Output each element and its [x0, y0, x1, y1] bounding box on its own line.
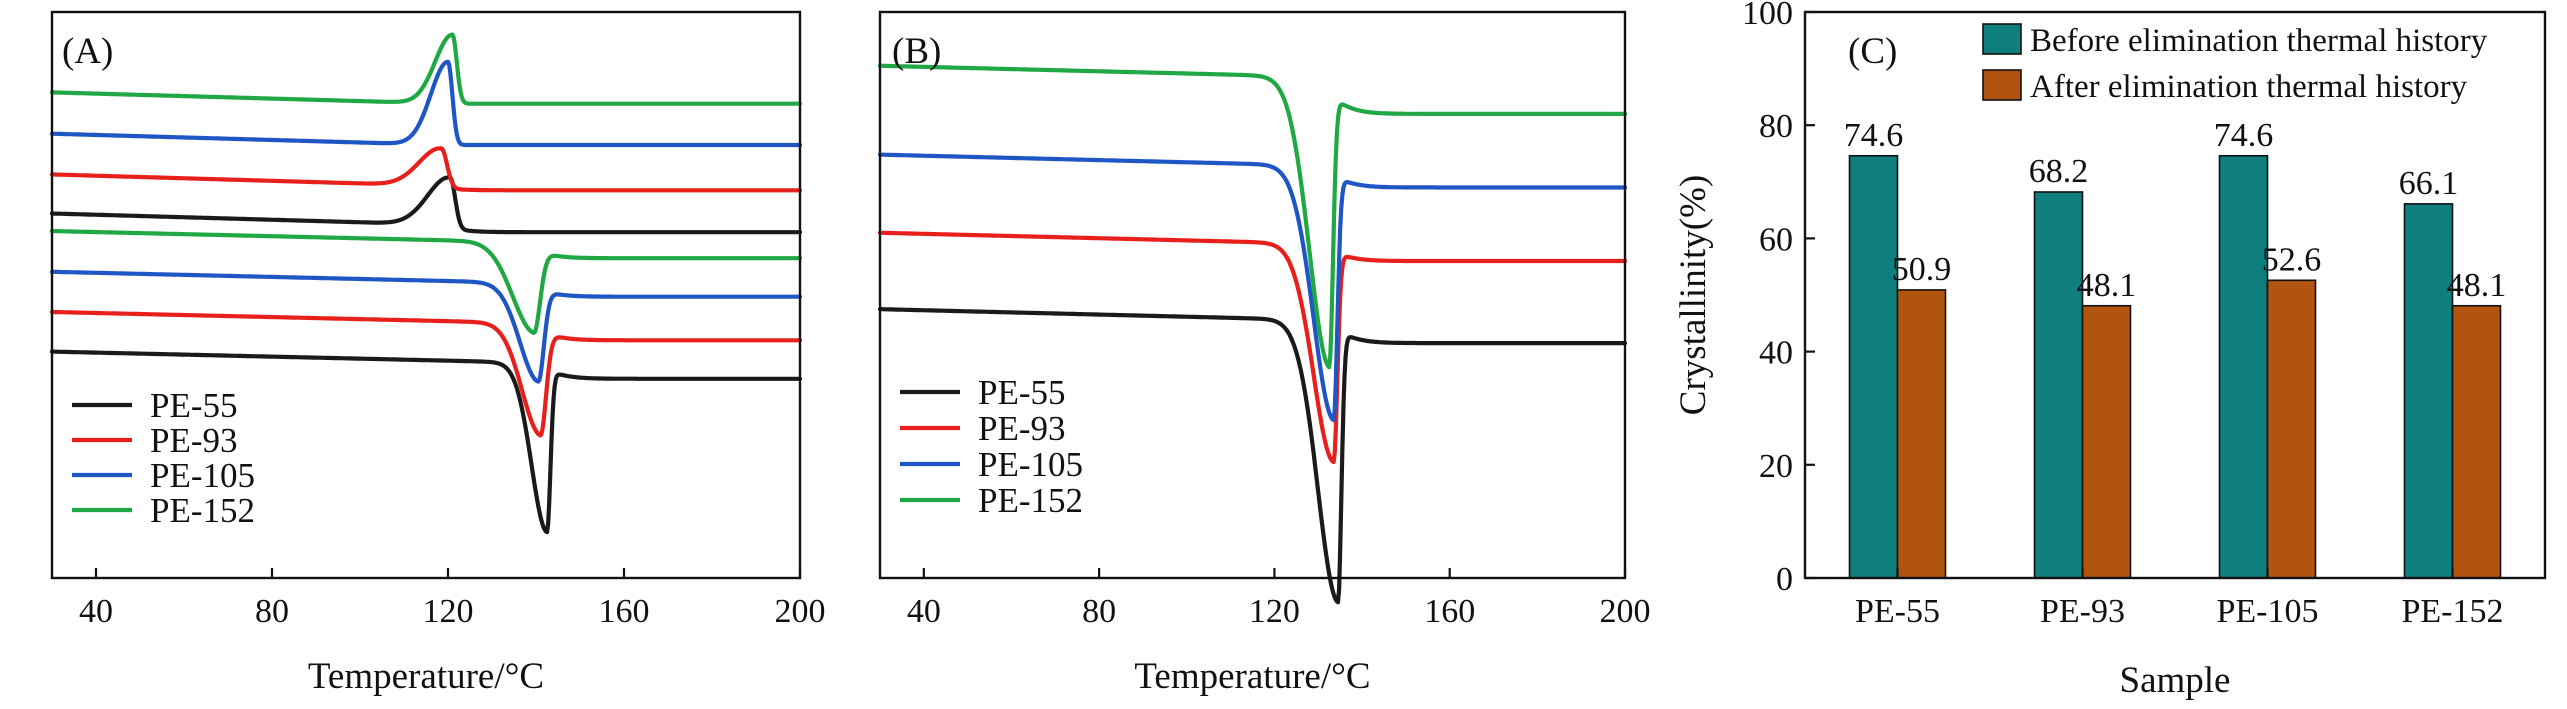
bar-pe-93-before [2033, 191, 2084, 579]
legend-label-pe-105: PE-105 [978, 445, 1083, 484]
x-tick-label: PE-105 [2217, 593, 2319, 630]
legend-label-before: Before elimination thermal history [2030, 23, 2488, 59]
curve-pe-55-heating [49, 349, 803, 535]
legend-swatch-after [1982, 69, 2022, 101]
bar-value-label: 74.6 [1844, 117, 1904, 154]
bar-value-label: 68.2 [2029, 153, 2089, 190]
x-axis-label: Temperature/°C [308, 656, 544, 697]
legend-swatch-before [1982, 23, 2022, 55]
curve-pe-93 [877, 230, 1628, 465]
y-tick-label: 100 [1742, 0, 1793, 32]
plot-frame [878, 10, 1627, 580]
panel-label: (A) [62, 31, 113, 72]
panel-c: 74.6 50.9 PE-55 68.2 48.1 PE-93 74.6 52.6 PE-105… [1673, 0, 2547, 701]
curve-pe-93-heating [49, 309, 803, 438]
legend-label-pe-93: PE-93 [978, 409, 1066, 448]
legend-label-after: After elimination thermal history [2030, 69, 2468, 105]
bar-pe-152-before [2403, 203, 2454, 579]
curve-pe-105 [877, 152, 1628, 423]
legend-label-pe-152: PE-152 [150, 491, 255, 530]
x-tick-label: PE-93 [2040, 593, 2125, 630]
x-tick-label: 40 [907, 593, 941, 630]
y-axis-label: Crystallinity(%) [1673, 175, 1714, 415]
x-tick-label: 120 [1249, 593, 1300, 630]
legend-label-pe-55: PE-55 [150, 386, 238, 425]
panel-label: (B) [892, 31, 941, 72]
bar-pe-105-after [2266, 279, 2317, 579]
x-tick-label: 200 [1600, 593, 1651, 630]
bar-pe-105-before [2218, 154, 2269, 579]
curve-pe-152 [877, 63, 1628, 370]
x-tick-label: 80 [255, 593, 289, 630]
bar-pe-93-after [2081, 304, 2132, 579]
bar-pe-152-after [2451, 304, 2502, 579]
bar-value-label: 74.6 [2214, 117, 2274, 154]
curve-pe-105-heating [49, 269, 803, 384]
x-tick-label: 120 [423, 593, 474, 630]
plot-frame [1803, 10, 2547, 580]
curve-pe-55-cooling [49, 175, 803, 235]
x-tick-label: PE-55 [1855, 593, 1940, 630]
plot-frame [50, 10, 802, 580]
x-tick-label: 160 [1424, 593, 1475, 630]
legend-label-pe-105: PE-105 [150, 456, 255, 495]
y-tick-label: 40 [1759, 335, 1793, 372]
bar-pe-55-before [1848, 154, 1899, 579]
x-tick-label: 200 [775, 593, 826, 630]
bar-value-label: 50.9 [1892, 251, 1952, 288]
y-tick-label: 60 [1759, 221, 1793, 258]
legend-label-pe-93: PE-93 [150, 421, 238, 460]
bar-value-label: 48.1 [2447, 267, 2507, 304]
x-tick-label: 160 [599, 593, 650, 630]
x-axis-label: Temperature/°C [1134, 656, 1370, 697]
x-axis-label: Sample [2120, 660, 2231, 701]
curve-pe-152-cooling [49, 32, 803, 106]
panel-label: (C) [1848, 31, 1897, 72]
bar-pe-55-after [1896, 289, 1947, 579]
curve-pe-105-cooling [49, 59, 803, 148]
bar-value-label: 52.6 [2262, 241, 2322, 278]
x-tick-label: PE-152 [2402, 593, 2504, 630]
panel-b: 40 80 120 160 200 Temperature/°C (B) PE-55PE-93… [877, 10, 1651, 697]
y-tick-label: 80 [1759, 108, 1793, 145]
panel-a: 40 80 120 160 200 Temperature/°C (A) PE-55PE-93… [49, 10, 826, 697]
curve-pe-55 [877, 307, 1628, 605]
bar-value-label: 48.1 [2077, 267, 2137, 304]
x-tick-label: 80 [1082, 593, 1116, 630]
legend-label-pe-55: PE-55 [978, 373, 1066, 412]
y-tick-label: 20 [1759, 448, 1793, 485]
y-tick-label: 0 [1776, 561, 1793, 598]
bar-value-label: 66.1 [2399, 165, 2459, 202]
x-tick-label: 40 [79, 593, 113, 630]
legend-label-pe-152: PE-152 [978, 481, 1083, 520]
curve-pe-93-cooling [49, 146, 803, 193]
curve-pe-152-heating [49, 228, 803, 335]
